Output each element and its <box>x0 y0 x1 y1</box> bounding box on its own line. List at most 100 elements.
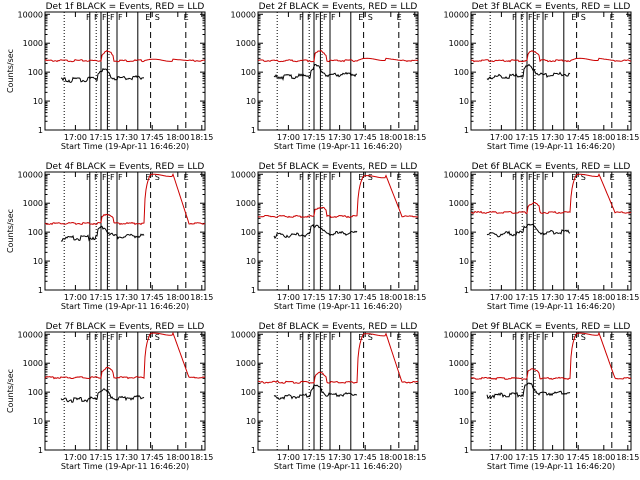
events-series-line <box>60 387 145 404</box>
x-tick-label: 17:45 <box>354 453 377 462</box>
panel-title: Det 2f BLACK = Events, RED = LLD <box>259 2 418 12</box>
event-annotation: E <box>610 13 615 22</box>
event-annotation: S <box>368 173 373 182</box>
event-annotation: F <box>520 333 525 342</box>
x-tick-label: 18:15 <box>616 293 639 302</box>
x-tick-label: 18:15 <box>403 453 426 462</box>
y-tick-label: 10000 <box>231 170 256 179</box>
event-annotation: F <box>86 173 91 182</box>
x-tick-label: 17:45 <box>567 133 590 142</box>
event-annotation: F <box>110 13 115 22</box>
x-tick-label: 17:00 <box>490 453 513 462</box>
event-annotation: F <box>323 13 328 22</box>
lld-series-line <box>470 331 632 381</box>
events-series-line <box>273 224 358 239</box>
event-annotation: S <box>155 173 160 182</box>
lld-series-line <box>257 174 419 219</box>
x-tick-label: 18:15 <box>616 453 639 462</box>
x-axis-label: Start Time (19-Apr-11 16:46:20) <box>487 462 615 471</box>
panel-title: Det 4f BLACK = Events, RED = LLD <box>46 162 205 172</box>
x-axis-label: Start Time (19-Apr-11 16:46:20) <box>274 142 402 151</box>
lld-series-line <box>257 332 419 384</box>
event-annotation: F <box>512 173 517 182</box>
event-annotation: F <box>544 333 549 342</box>
event-annotation: F <box>307 333 312 342</box>
y-tick-label: 10000 <box>444 330 469 339</box>
event-annotation: S <box>155 333 160 342</box>
y-tick-label: 10 <box>33 257 43 266</box>
y-tick-label: 10 <box>459 417 469 426</box>
y-tick-label: 10000 <box>18 170 43 179</box>
detector-panel-2: Det 2f BLACK = Events, RED = LLD 1 10 100 10… <box>231 2 426 151</box>
event-annotation: E <box>184 333 189 342</box>
x-tick-label: 18:15 <box>616 133 639 142</box>
event-annotation: F <box>536 333 541 342</box>
x-tick-label: 18:00 <box>592 453 615 462</box>
lld-series-line <box>44 49 206 63</box>
x-tick-label: 17:30 <box>328 133 351 142</box>
event-annotation: F <box>86 13 91 22</box>
event-annotation: F <box>315 13 320 22</box>
event-annotation: F <box>528 173 533 182</box>
x-tick-label: 18:00 <box>592 293 615 302</box>
events-series-line <box>273 383 358 400</box>
plot-frame <box>257 331 419 451</box>
event-annotation: F <box>110 333 115 342</box>
event-annotation: E <box>358 173 363 182</box>
y-tick-label: 1 <box>464 126 469 135</box>
y-tick-label: 100 <box>241 388 256 397</box>
event-annotation: F <box>536 173 541 182</box>
x-tick-label: 17:15 <box>302 293 325 302</box>
plot-frame <box>470 171 632 291</box>
y-tick-label: 10 <box>246 417 256 426</box>
detector-panel-7: Det 7f BLACK = Events, RED = LLD 1 10 100 10… <box>6 322 213 471</box>
panel-title: Det 6f BLACK = Events, RED = LLD <box>472 162 631 172</box>
x-tick-label: 17:30 <box>541 293 564 302</box>
y-tick-label: 10 <box>33 417 43 426</box>
y-axis-label: Counts/sec <box>6 369 15 413</box>
event-annotation: F <box>528 333 533 342</box>
x-tick-label: 18:00 <box>379 293 402 302</box>
y-tick-label: 10 <box>459 257 469 266</box>
x-tick-label: 17:15 <box>89 453 112 462</box>
event-annotation: F <box>299 333 304 342</box>
event-annotation: E <box>358 13 363 22</box>
event-annotation: F <box>110 173 115 182</box>
event-annotation: F <box>118 333 123 342</box>
lld-series-line <box>44 172 206 226</box>
detector-panel-6: Det 6f BLACK = Events, RED = LLD 1 10 100 10… <box>444 162 639 311</box>
event-annotation: F <box>331 173 336 182</box>
x-axis-label: Start Time (19-Apr-11 16:46:20) <box>61 142 189 151</box>
plot-frame <box>470 11 632 131</box>
event-annotation: S <box>368 13 373 22</box>
y-tick-label: 100 <box>454 228 469 237</box>
x-tick-label: 18:15 <box>403 133 426 142</box>
event-annotation: E <box>571 13 576 22</box>
event-annotation: F <box>331 333 336 342</box>
x-tick-label: 18:00 <box>166 133 189 142</box>
x-tick-label: 17:45 <box>141 293 164 302</box>
event-annotation: E <box>358 333 363 342</box>
panel-title: Det 1f BLACK = Events, RED = LLD <box>46 2 205 12</box>
event-annotation: E <box>610 173 615 182</box>
y-axis-label: Counts/sec <box>6 49 15 93</box>
panel-title: Det 9f BLACK = Events, RED = LLD <box>472 322 631 332</box>
event-annotation: S <box>368 333 373 342</box>
panel-title: Det 7f BLACK = Events, RED = LLD <box>46 322 205 332</box>
detector-panel-9: Det 9f BLACK = Events, RED = LLD 1 10 100 10… <box>444 322 639 471</box>
events-series-line <box>60 225 145 242</box>
event-annotation: E <box>397 333 402 342</box>
y-tick-label: 1 <box>464 446 469 455</box>
y-tick-label: 10 <box>33 97 43 106</box>
event-annotation: F <box>323 333 328 342</box>
event-annotation: S <box>581 333 586 342</box>
x-axis-label: Start Time (19-Apr-11 16:46:20) <box>487 142 615 151</box>
x-tick-label: 17:15 <box>89 293 112 302</box>
y-tick-label: 1 <box>38 446 43 455</box>
event-annotation: E <box>397 173 402 182</box>
detector-panel-5: Det 5f BLACK = Events, RED = LLD 1 10 100 10… <box>231 162 426 311</box>
events-series-line <box>273 63 358 82</box>
x-tick-label: 18:00 <box>166 293 189 302</box>
event-annotation: F <box>102 13 107 22</box>
x-tick-label: 17:15 <box>302 133 325 142</box>
